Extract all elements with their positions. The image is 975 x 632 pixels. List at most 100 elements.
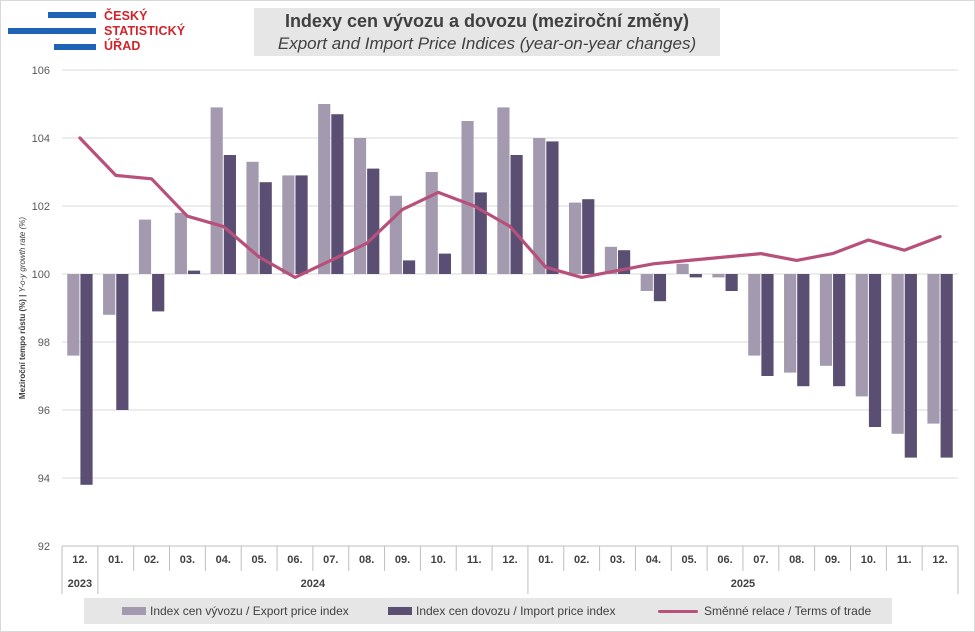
- chart-title-cz: Indexy cen vývozu a dovozu (meziroční zm…: [284, 11, 690, 31]
- import-bar: [295, 175, 308, 274]
- export-bar: [819, 274, 833, 366]
- import-bar: [689, 274, 702, 278]
- export-bar: [533, 138, 546, 274]
- x-tick-label: 10.: [431, 554, 446, 566]
- import-bar: [797, 274, 810, 387]
- import-bar: [546, 141, 559, 274]
- export-bar: [389, 195, 402, 274]
- export-bar: [748, 274, 761, 356]
- import-bar: [868, 274, 882, 427]
- y-tick-label: 104: [32, 133, 50, 145]
- export-bar: [568, 202, 582, 274]
- logo-text: ČESKÝ STATISTICKÝ ÚŘAD: [104, 9, 185, 54]
- export-bar: [282, 175, 295, 274]
- import-bar: [259, 182, 272, 274]
- export-bar: [927, 274, 940, 424]
- x-tick-label: 11.: [897, 554, 912, 566]
- x-tick-label: 12.: [932, 554, 947, 566]
- legend-terms: Směnné relace / Terms of trade: [658, 598, 871, 624]
- x-tick-label: 05.: [251, 554, 266, 566]
- import-bar: [331, 114, 344, 274]
- export-bar: [138, 219, 152, 274]
- czso-logo: ČESKÝ STATISTICKÝ ÚŘAD: [8, 9, 193, 54]
- export-bar: [425, 172, 438, 274]
- export-bar: [67, 274, 80, 356]
- legend-terms-swatch: [658, 609, 698, 613]
- x-tick-label: 01.: [538, 554, 553, 566]
- legend-import: Index cen dovozu / Import price index: [388, 598, 615, 624]
- export-bar: [784, 274, 797, 373]
- import-bar: [761, 274, 774, 376]
- legend-import-swatch: [388, 607, 412, 615]
- x-tick-label: 02.: [144, 554, 159, 566]
- import-bar: [653, 274, 667, 302]
- export-bar: [318, 104, 331, 274]
- legend-export-label: Index cen vývozu / Export price index: [150, 604, 349, 618]
- legend: Index cen vývozu / Export price index In…: [84, 598, 892, 624]
- x-tick-label: 09.: [395, 554, 410, 566]
- y-tick-label: 96: [38, 405, 50, 417]
- x-tick-label: 03.: [610, 554, 625, 566]
- import-bar: [152, 274, 165, 312]
- export-bar: [103, 274, 116, 315]
- y-axis-title-en: Y-o-y growth rate (%): [18, 217, 27, 293]
- logo-line-1: ČESKÝ: [104, 9, 148, 23]
- x-tick-label: 12.: [72, 554, 87, 566]
- y-tick-label: 106: [32, 65, 50, 77]
- export-bar: [497, 107, 510, 275]
- x-tick-label: 11.: [467, 554, 482, 566]
- year-label: 2024: [301, 578, 326, 590]
- x-tick-label: 04.: [216, 554, 231, 566]
- legend-import-label: Index cen dovozu / Import price index: [416, 604, 616, 618]
- x-tick-label: 08.: [359, 554, 374, 566]
- import-bar: [474, 192, 487, 274]
- x-tick-label: 03.: [180, 554, 195, 566]
- export-bar: [461, 121, 474, 274]
- x-tick-label: 07.: [323, 554, 338, 566]
- year-label: 2025: [731, 578, 755, 590]
- export-bar: [676, 263, 689, 274]
- x-tick-label: 01.: [108, 554, 123, 566]
- y-tick-label: 94: [38, 473, 50, 485]
- legend-terms-label: Směnné relace / Terms of trade: [704, 604, 872, 618]
- y-tick-label: 102: [32, 201, 50, 213]
- x-tick-label: 08.: [789, 554, 804, 566]
- chart-title-en: Export and Import Price Indices (year-on…: [277, 34, 697, 53]
- import-bar: [904, 274, 917, 458]
- logo-line-3: ÚŘAD: [104, 39, 141, 53]
- export-bar: [604, 246, 618, 274]
- terms-of-trade-line: [78, 136, 942, 279]
- export-bar: [855, 274, 868, 397]
- title-box: Indexy cen vývozu a dovozu (meziroční zm…: [254, 8, 720, 56]
- year-label: 2023: [68, 578, 92, 590]
- legend-export-swatch: [122, 607, 146, 615]
- y-tick-label: 92: [38, 541, 50, 553]
- import-bar: [402, 260, 416, 274]
- import-bar: [510, 155, 523, 274]
- y-axis-title: Meziroční tempo růstu (%) | Y-o-y growth…: [18, 217, 27, 399]
- x-tick-label: 06.: [287, 554, 302, 566]
- import-bar: [438, 253, 452, 274]
- y-tick-label: 100: [32, 269, 50, 281]
- export-bar: [891, 274, 904, 434]
- export-bar: [712, 274, 725, 278]
- logo-bar-1: [48, 12, 96, 18]
- logo-bar-2: [8, 28, 96, 34]
- y-tick-label: 98: [38, 337, 50, 349]
- import-bar: [116, 274, 129, 410]
- import-bar: [833, 274, 846, 387]
- export-bar: [246, 161, 259, 274]
- export-bar: [210, 107, 223, 275]
- import-bar: [725, 274, 738, 291]
- logo-bar-3: [54, 44, 96, 50]
- x-tick-label: 04.: [646, 554, 661, 566]
- x-tick-label: 06.: [717, 554, 732, 566]
- x-tick-label: 10.: [861, 554, 876, 566]
- x-tick-label: 09.: [825, 554, 840, 566]
- x-tick-label: 07.: [753, 554, 768, 566]
- export-bar: [174, 212, 187, 274]
- export-bar: [353, 138, 367, 274]
- import-bar: [940, 274, 953, 458]
- export-bar: [640, 274, 653, 291]
